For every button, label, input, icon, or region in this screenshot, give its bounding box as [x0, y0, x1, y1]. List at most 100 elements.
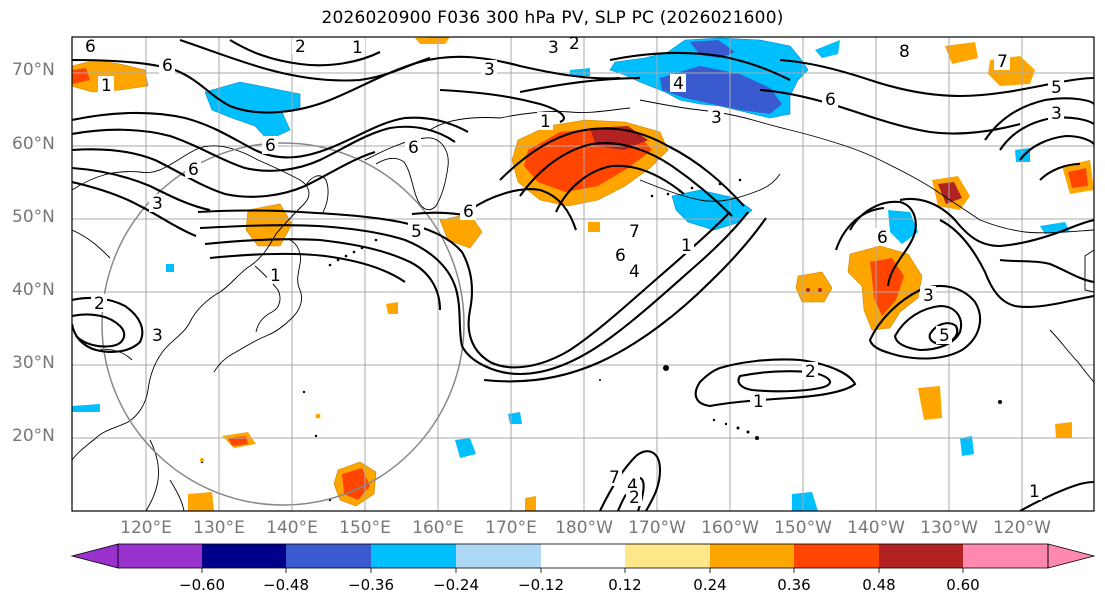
- pv-negative-anomaly: [455, 438, 476, 458]
- pv-positive-anomaly: [945, 42, 978, 64]
- contour-label: 1: [270, 266, 281, 286]
- contour-label: 6: [265, 136, 276, 156]
- pv-positive-anomaly: [188, 492, 214, 511]
- contour-label: 2: [805, 362, 816, 382]
- pv-positive-anomaly: [1068, 168, 1088, 188]
- contour-label: 2: [94, 294, 105, 314]
- contour-label: 2: [569, 34, 580, 54]
- contour-label: 6: [615, 246, 626, 266]
- lon-label-130e: 130°E: [193, 518, 245, 538]
- contour-label: 3: [1051, 104, 1062, 124]
- pv-positive-anomaly: [918, 386, 942, 420]
- lon-label-150e: 150°E: [339, 518, 391, 538]
- lat-label-20n: 20°N: [12, 426, 55, 446]
- lon-label-140e: 140°E: [266, 518, 318, 538]
- colorbar-tick-label: −0.36: [348, 576, 394, 594]
- colorbar-tick-label: 0.36: [777, 576, 811, 594]
- contour-label: 3: [484, 60, 495, 80]
- lon-label-160w: 160°W: [701, 518, 759, 538]
- contour-label: 5: [411, 222, 422, 242]
- colorbar-tick-label: 0.60: [946, 576, 980, 594]
- contour-label: 4: [673, 74, 684, 94]
- pv-negative-anomaly: [508, 412, 522, 424]
- lon-label-180w: 180°W: [555, 518, 613, 538]
- contour-label: 1: [540, 112, 551, 132]
- lat-label-50n: 50°N: [12, 207, 55, 227]
- colorbar-tick-label: 0.48: [862, 576, 896, 594]
- map-frame: [71, 36, 1095, 512]
- contour-label: 6: [188, 160, 199, 180]
- lon-label-120w: 120°W: [993, 518, 1051, 538]
- markers: [200, 288, 822, 462]
- lon-label-170w: 170°W: [628, 518, 686, 538]
- contour-lines: [72, 39, 1094, 511]
- map-content: 1 3 2 3 1 4 3 6 8 7 5 3 6 6: [72, 34, 1094, 511]
- contour-label: 5: [939, 326, 950, 346]
- contour-label: 7: [997, 52, 1008, 72]
- lat-label-60n: 60°N: [12, 134, 55, 154]
- colorbar-tick-label: −0.24: [433, 576, 479, 594]
- contour-label: 6: [408, 138, 419, 158]
- pv-positive-anomaly: [525, 496, 536, 511]
- pv-positive-anomaly: [1055, 422, 1072, 438]
- pv-positive-anomaly: [415, 37, 450, 44]
- pv-positive-anomaly: [870, 258, 904, 316]
- pv-positive-anomaly: [938, 182, 962, 204]
- contour-label: 1: [1029, 482, 1040, 502]
- pv-negative-anomaly: [815, 40, 840, 58]
- contour-label: 2: [295, 37, 306, 57]
- pv-positive-anomaly: [795, 271, 833, 303]
- pv-fill-layer: [72, 37, 1094, 511]
- colorbar-tick-label: 0.24: [693, 576, 727, 594]
- lon-label-120e: 120°E: [120, 518, 172, 538]
- map-title: 2026020900 F036 300 hPa PV, SLP PC (2026…: [321, 8, 784, 28]
- pv-negative-anomaly: [792, 492, 818, 511]
- contour-label: 2: [629, 488, 640, 508]
- lat-label-70n: 70°N: [12, 60, 55, 80]
- contour-label: 1: [101, 76, 112, 96]
- colorbar-tick-label: −0.60: [179, 576, 225, 594]
- pv-negative-anomaly: [72, 404, 100, 412]
- pv-negative-anomaly: [660, 66, 782, 114]
- colorbar-tick-label: −0.48: [263, 576, 309, 594]
- colorbar-tick-label: −0.12: [518, 576, 564, 594]
- islands: [200, 178, 1002, 502]
- colorbar-extend-low: [70, 543, 119, 569]
- contour-label: 3: [923, 286, 934, 306]
- lat-label-30n: 30°N: [12, 353, 55, 373]
- lat-label-40n: 40°N: [12, 280, 55, 300]
- contour-label: 6: [463, 202, 474, 222]
- contour-label: 3: [548, 38, 559, 58]
- contour-label: 3: [152, 326, 163, 346]
- contour-label: 6: [825, 90, 836, 110]
- contour-label: 4: [627, 476, 638, 496]
- lon-label-170e: 170°E: [485, 518, 537, 538]
- pv-positive-anomaly: [386, 302, 398, 314]
- contour-label: 5: [1051, 78, 1062, 98]
- contour-label: 1: [352, 38, 363, 58]
- pv-negative-anomaly: [960, 436, 974, 456]
- lon-label-160e: 160°E: [412, 518, 464, 538]
- contour-labels: 1 3 2 3 1 4 3 6 8 7 5 3 6 6: [82, 34, 1064, 508]
- pv-negative-anomaly: [570, 68, 590, 76]
- contour-label: 6: [85, 37, 96, 57]
- contour-label: 7: [609, 468, 620, 488]
- pv-positive-anomaly: [588, 222, 600, 232]
- contour-label: 6: [877, 228, 888, 248]
- pv-negative-anomaly: [166, 264, 174, 272]
- contour-label: 3: [152, 194, 163, 214]
- contour-label: 4: [629, 262, 640, 282]
- lon-label-140w: 140°W: [847, 518, 905, 538]
- lon-label-150w: 150°W: [774, 518, 832, 538]
- contour-label: 1: [681, 236, 692, 256]
- lon-label-130w: 130°W: [920, 518, 978, 538]
- colorbar: [70, 543, 1096, 573]
- contour-label: 6: [162, 56, 173, 76]
- contour-label: 7: [629, 222, 640, 242]
- contour-label: 3: [711, 108, 722, 128]
- pv-positive-anomaly: [72, 68, 90, 84]
- colorbar-tick-label: 0.12: [608, 576, 642, 594]
- contour-label: 1: [753, 392, 764, 412]
- range-circle: [101, 142, 465, 506]
